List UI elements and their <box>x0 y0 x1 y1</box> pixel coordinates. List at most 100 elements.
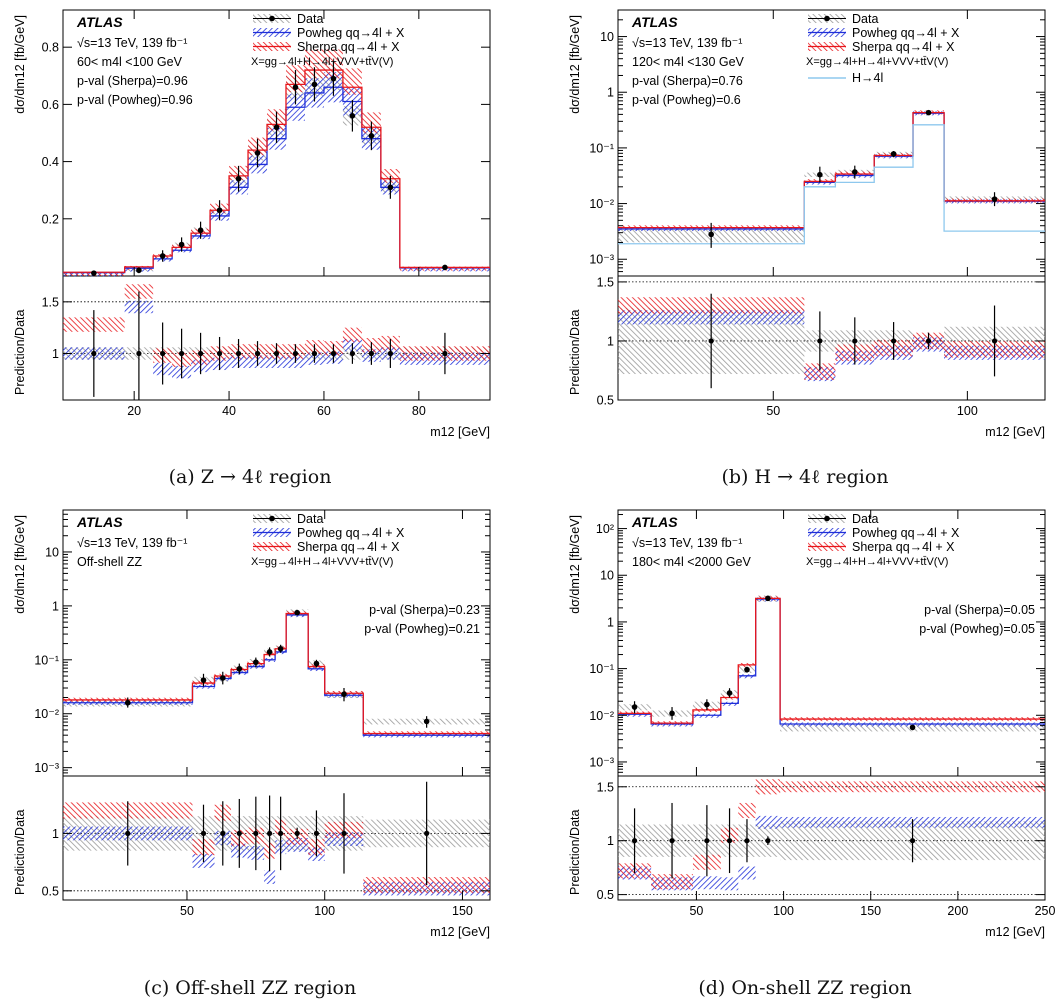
ratio-point <box>330 350 337 357</box>
ratio-point <box>216 350 223 357</box>
legend-data-marker <box>269 515 275 522</box>
y-tick-label: 10 <box>45 545 59 559</box>
ratio-point <box>387 350 393 357</box>
legend-label: X=gg→4l+H→4l+VVV+tt̄V(V) <box>806 56 948 68</box>
ratio-point <box>278 830 284 837</box>
data-point <box>273 124 280 131</box>
ratio-point <box>235 350 242 357</box>
chart-b: 10⁻³ 10⁻² 10⁻¹ 1 10 0.5 1 1.5 50 100 m12 [GeV] dσ/d… <box>568 9 1046 439</box>
ratio-point <box>341 830 347 837</box>
experiment-label: ATLAS <box>76 514 123 530</box>
pval-label: p-val (Sherpa)=0.76 <box>632 74 743 88</box>
ratio-point <box>891 338 897 344</box>
x-tick-label: 100 <box>773 904 794 918</box>
h4l-line <box>618 124 1045 245</box>
x-tick-label: 250 <box>1035 904 1056 918</box>
x-tick-label: 200 <box>947 904 968 918</box>
ratio-frame <box>62 275 491 401</box>
legend-data-marker <box>824 515 830 522</box>
x-axis-title: m12 [GeV] <box>985 425 1045 439</box>
plot-panel-a: 0.2 0.4 0.6 0.8 1 1.5 20 40 60 80 m12 [GeV] dσ/dm12… <box>0 0 500 450</box>
ratio-y-tick-label: 1.5 <box>597 780 614 794</box>
pval-label: p-val (Powheg)=0.6 <box>632 93 741 107</box>
data-point <box>669 710 675 717</box>
ratio-point <box>991 338 998 344</box>
pval-label: p-val (Sherpa)=0.96 <box>77 74 188 88</box>
plot-panel-d: 10⁻³ 10⁻² 10⁻¹ 1 10 10² 0.5 1 1.5 50 100 150 200 250 m… <box>555 500 1055 950</box>
ratio-y-axis-title: Prediction/Data <box>13 809 27 895</box>
data-point <box>91 270 97 276</box>
legend-label: Powheg qq→4l + X <box>852 526 960 540</box>
data-point <box>631 704 638 710</box>
data-point <box>387 184 394 191</box>
x-tick-label: 80 <box>412 404 426 418</box>
data-point <box>909 724 916 731</box>
x-tick-label: 60 <box>317 404 331 418</box>
ratio-point <box>254 350 261 357</box>
ratio-sherpa-band <box>363 877 490 894</box>
data-point <box>197 227 204 234</box>
ratio-point <box>442 350 448 357</box>
y-tick-label: 1 <box>52 599 59 613</box>
data-point <box>266 649 273 655</box>
ratio-y-tick-label: 1 <box>52 827 59 841</box>
data-point <box>765 595 771 602</box>
data-point <box>744 666 750 673</box>
y-tick-label: 10⁻³ <box>34 761 59 775</box>
data-point <box>341 691 347 698</box>
region-label: 120< m4l <130 GeV <box>632 55 745 69</box>
ratio-y-tick-label: 0.5 <box>597 394 614 408</box>
data-point <box>292 84 299 91</box>
ratio-y-axis-title: Prediction/Data <box>568 309 582 395</box>
ratio-y-tick-label: 1 <box>607 834 614 848</box>
y-tick-label: 10⁻¹ <box>589 141 614 155</box>
sherpa-band <box>342 68 362 95</box>
ratio-point <box>424 830 430 837</box>
ratio-point <box>200 830 207 837</box>
plot-panel-b: 10⁻³ 10⁻² 10⁻¹ 1 10 0.5 1 1.5 50 100 m12 [GeV] dσ/d… <box>555 0 1055 450</box>
ratio-point <box>909 838 916 844</box>
data-point <box>124 699 131 706</box>
ratio-point <box>368 350 374 357</box>
legend-label: Powheg qq→4l + X <box>297 526 405 540</box>
data-point <box>368 133 375 139</box>
y-tick-label: 1 <box>607 86 614 100</box>
ratio-point <box>294 830 300 837</box>
ratio-y-tick-label: 0.5 <box>42 884 59 898</box>
data-point <box>277 645 284 652</box>
ratio-point <box>704 838 710 844</box>
ratio-point <box>765 838 771 844</box>
ratio-point <box>267 830 273 837</box>
data-point <box>178 241 185 248</box>
legend-label: X=gg→4l+H→4l+VVV+tt̄V(V) <box>251 556 393 568</box>
y-axis-title: dσ/dm12 [fb/GeV] <box>568 15 582 114</box>
ratio-point <box>236 830 242 837</box>
ratio-point <box>313 830 320 837</box>
legend-label: H→4l <box>852 71 883 85</box>
data-point <box>890 151 897 157</box>
legend-data-marker <box>269 15 275 22</box>
y-tick-label: 10² <box>596 522 614 536</box>
ratio-powheg-band <box>755 815 781 829</box>
y-axis-title: dσ/dm12 [fb/GeV] <box>568 515 582 614</box>
energy-lumi-label: √s=13 TeV, 139 fb⁻¹ <box>632 536 742 550</box>
ratio-y-tick-label: 1 <box>52 347 59 361</box>
legend-label: Sherpa qq→4l + X <box>297 540 400 554</box>
y-axis-title: dσ/dm12 [fb/GeV] <box>13 15 27 114</box>
data-point <box>349 113 356 119</box>
legend-label: Sherpa qq→4l + X <box>852 40 955 54</box>
data-point <box>708 231 714 238</box>
ratio-point <box>925 338 932 344</box>
data-point <box>219 675 226 681</box>
x-tick-label: 20 <box>127 404 141 418</box>
experiment-label: ATLAS <box>631 514 678 530</box>
powheg-line <box>618 598 1045 725</box>
ratio-y-axis-title: Prediction/Data <box>568 809 582 895</box>
legend-label: Sherpa qq→4l + X <box>852 540 955 554</box>
data-point <box>704 701 710 708</box>
x-tick-label: 100 <box>314 904 335 918</box>
x-axis-title: m12 [GeV] <box>985 925 1045 939</box>
data-point <box>330 75 337 82</box>
ratio-powheg-band <box>738 866 756 880</box>
y-tick-label: 0.8 <box>42 41 59 55</box>
